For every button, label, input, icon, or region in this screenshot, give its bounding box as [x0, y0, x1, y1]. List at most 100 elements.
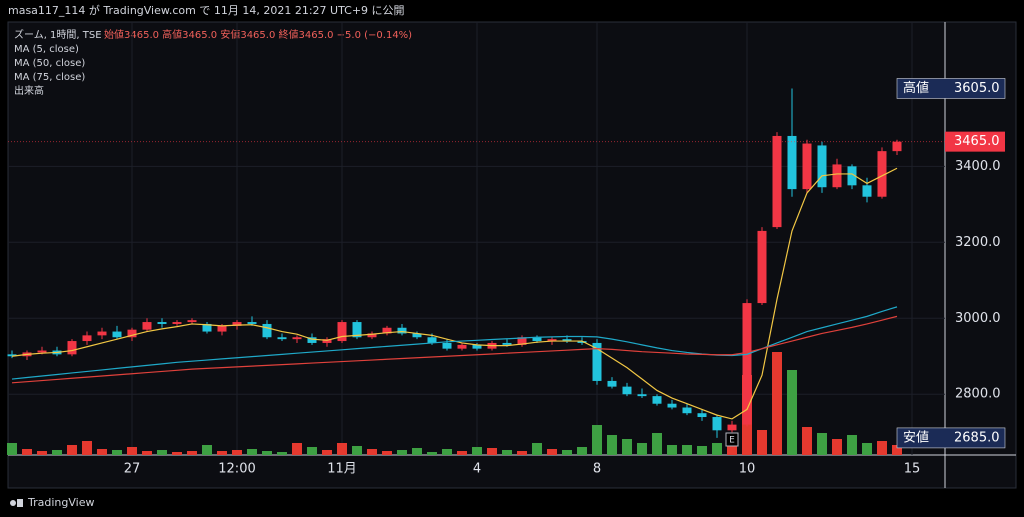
volume-bar [532, 443, 542, 455]
candle-body [262, 323, 272, 338]
price-label: 3605.0 [954, 81, 1000, 96]
candle-body [667, 403, 677, 408]
candle-body [787, 135, 797, 190]
candle-body [532, 337, 542, 342]
volume-bar [457, 451, 467, 455]
candle-body [622, 386, 632, 395]
volume-bar [7, 443, 17, 455]
candle-body [247, 322, 257, 324]
volume-bar [217, 451, 227, 455]
volume-bar [427, 452, 437, 455]
candle-body [652, 396, 662, 404]
candle-body [457, 344, 467, 349]
price-label-box [945, 131, 1005, 152]
price-label-tag: 安値 [903, 429, 929, 445]
candle-body [142, 322, 152, 330]
volume-bar [127, 447, 137, 455]
candle-body [607, 380, 617, 387]
price-label: 3465.0 [954, 134, 1000, 149]
volume-bar [712, 443, 722, 455]
volume-bar [367, 449, 377, 455]
x-tick-label: 15 [904, 462, 921, 477]
volume-bar [172, 452, 182, 455]
candle-body [877, 151, 887, 197]
candle-body [232, 322, 242, 326]
candle-body [382, 327, 392, 334]
volume-bar [157, 450, 167, 455]
price-label-tag: 高値 [903, 80, 929, 96]
candle-body [322, 339, 332, 343]
candle-body [307, 337, 317, 343]
candle-body [67, 341, 77, 355]
candle-body [352, 322, 362, 338]
event-label: E [729, 436, 735, 446]
volume-bar [22, 449, 32, 455]
candle-body [292, 337, 302, 340]
volume-bar [862, 443, 872, 455]
candle-body [37, 350, 47, 353]
ma-line [11, 306, 898, 380]
volume-bar [187, 451, 197, 455]
ma-line [11, 315, 898, 384]
volume-bar [577, 447, 587, 455]
volume-bar [502, 450, 512, 455]
footer-logo [10, 499, 23, 507]
volume-bar [37, 451, 47, 455]
candle-body [697, 413, 707, 418]
candle-body [772, 135, 782, 228]
candle-body [682, 407, 692, 414]
volume-bar [307, 447, 317, 455]
candle-body [892, 141, 902, 152]
volume-bar [607, 435, 617, 455]
candle-body [502, 342, 512, 345]
candle-body [757, 230, 767, 304]
volume-bar [877, 441, 887, 455]
candle-body [97, 331, 107, 336]
candle-body [547, 339, 557, 342]
y-tick-label: 3200.0 [955, 235, 1001, 250]
price-label-box [896, 427, 1006, 449]
header: masa117_114 が TradingView.com で 11月 14, … [8, 3, 405, 17]
plot-frame [7, 21, 1017, 489]
candle-body [727, 424, 737, 431]
volume-bar [487, 448, 497, 455]
candle-body [412, 333, 422, 338]
candle-body [472, 344, 482, 349]
candle-body [802, 143, 812, 190]
volume-title: 出来高 [14, 84, 44, 97]
volume-bar [142, 451, 152, 455]
candle-body [7, 354, 17, 357]
volume-bar [397, 450, 407, 455]
candle-body [742, 303, 752, 425]
volume-bar [892, 445, 902, 455]
volume-bar [382, 451, 392, 455]
candle-body [517, 337, 527, 345]
volume-bar [637, 443, 647, 455]
volume-bar [697, 446, 707, 455]
volume-bar [832, 439, 842, 455]
volume-bar [82, 441, 92, 455]
volume-bar [292, 443, 302, 455]
volume-bar [757, 430, 767, 455]
candle-body [367, 333, 377, 338]
candle-body [112, 331, 122, 338]
candle-body [817, 145, 827, 188]
candle-body [562, 339, 572, 342]
candle-body [337, 322, 347, 342]
candle-body [862, 185, 872, 197]
volume-bar [652, 433, 662, 455]
y-tick-label: 3000.0 [955, 311, 1001, 326]
volume-bar [97, 449, 107, 455]
volume-bar [682, 445, 692, 455]
volume-bar [547, 449, 557, 455]
x-tick-label: 10 [739, 462, 756, 477]
volume-bar [472, 447, 482, 455]
candle-body [847, 166, 857, 186]
candle-body [442, 342, 452, 349]
price-label: 2685.0 [954, 430, 1000, 445]
candle-body [172, 322, 182, 324]
x-tick-label: 12:00 [218, 462, 255, 477]
volume-bar [337, 443, 347, 455]
